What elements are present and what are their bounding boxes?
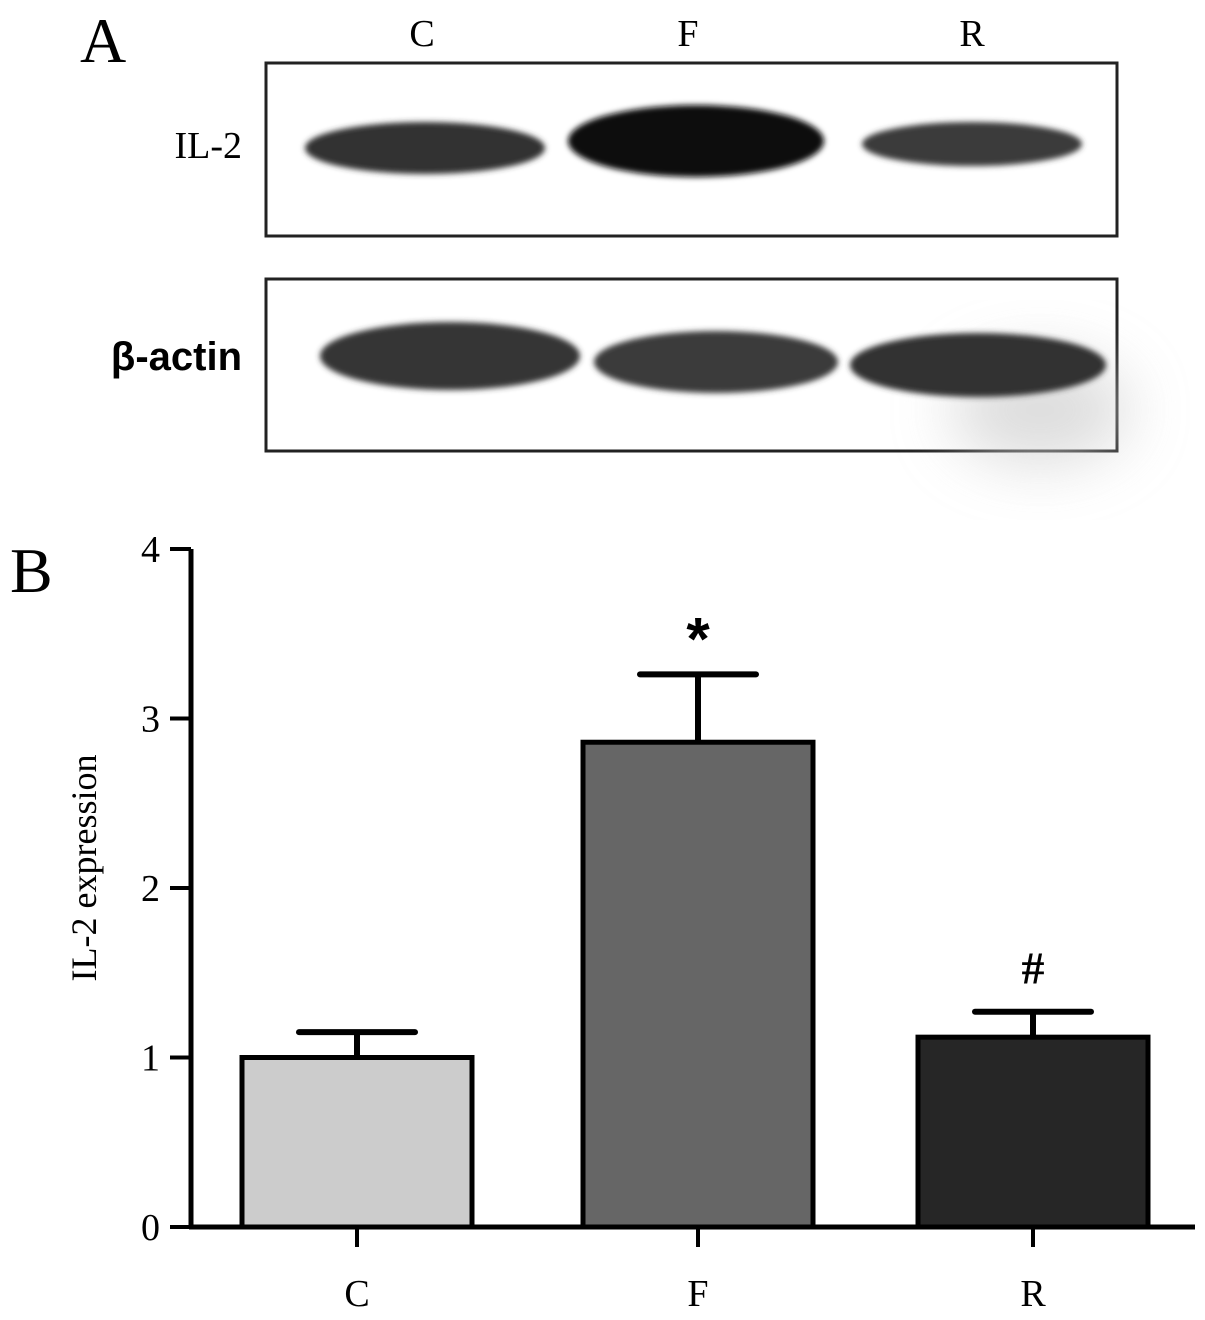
x-tick-label-0: C (344, 1273, 369, 1315)
band-actin-c (320, 322, 580, 390)
bar-f (580, 739, 816, 1230)
blot-il2: IL-2 (174, 61, 1119, 238)
bar-r (915, 1034, 1151, 1230)
bars: *# (239, 605, 1151, 1230)
y-tick-label-1: 1 (141, 1038, 160, 1080)
band-actin-r (850, 333, 1106, 397)
panel-b-label: B (10, 535, 53, 606)
y-axis-label: IL-2 expression (64, 755, 104, 982)
band-il2-r (862, 122, 1082, 166)
y-tick-label-0: 0 (141, 1207, 160, 1249)
blot-beta-actin-label: β-actin (111, 335, 242, 379)
lane-label-f: F (677, 13, 698, 55)
blot-beta-actin: β-actin (111, 277, 1130, 465)
bar-c (239, 1055, 475, 1230)
band-il2-f (568, 105, 824, 177)
lane-label-r: R (959, 13, 985, 55)
x-tick-label-1: F (687, 1273, 708, 1315)
x-tick-label-2: R (1020, 1273, 1046, 1315)
band-il2-c (305, 122, 545, 174)
significance-mark-2: # (1022, 943, 1045, 994)
band-actin-f (594, 331, 838, 393)
y-tick-label-3: 3 (141, 699, 160, 741)
panel-a-label: A (80, 5, 126, 76)
y-tick-label-2: 2 (141, 868, 160, 910)
lane-label-c: C (409, 13, 434, 55)
lane-labels: C F R (409, 13, 985, 55)
y-ticks: 0 1 2 3 4 (141, 529, 191, 1249)
blot-il2-label: IL-2 (174, 125, 242, 167)
significance-mark-1: * (686, 605, 710, 672)
y-tick-label-4: 4 (141, 529, 160, 571)
